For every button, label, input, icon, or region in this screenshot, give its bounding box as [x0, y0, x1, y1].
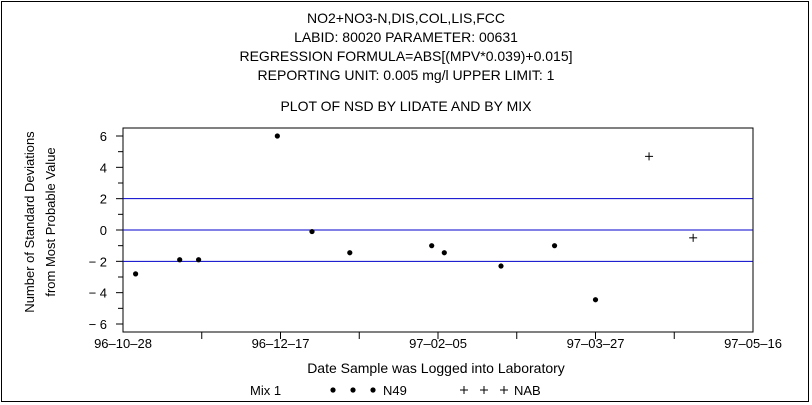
y-tick-label: − 6	[89, 317, 107, 332]
y-tick-label: 2	[100, 192, 107, 207]
legend-marker-nab	[460, 386, 468, 394]
legend-marker-n49	[350, 387, 356, 393]
y-tick-label: 0	[100, 223, 107, 238]
data-point-nab	[689, 233, 698, 242]
data-point-n49	[551, 243, 558, 249]
y-tick-label: 4	[100, 160, 107, 175]
x-tick-label: 97–03–27	[567, 336, 625, 351]
data-point-n49	[274, 133, 280, 139]
y-axis-label: from Most Probable Value	[43, 147, 58, 296]
legend-label: N49	[383, 383, 407, 398]
legend-title: Mix 1	[250, 383, 281, 398]
x-tick-label: 96–12–17	[252, 336, 310, 351]
title-line: LABID: 80020 PARAMETER: 00631	[294, 29, 518, 45]
x-axis-label: Date Sample was Logged into Laboratory	[307, 360, 565, 376]
x-tick-label: 97–05–16	[724, 336, 782, 351]
data-point-n49	[347, 250, 353, 256]
data-point-n49	[133, 271, 139, 277]
legend-marker-n49	[370, 387, 376, 393]
y-axis-label: Number of Standard Deviations	[22, 131, 37, 313]
x-tick-label: 96–10–28	[94, 336, 152, 351]
legend-marker-nab	[480, 386, 488, 394]
data-point-n49	[309, 228, 315, 235]
y-tick-label: 6	[100, 129, 107, 144]
y-tick-label: − 4	[89, 286, 107, 301]
data-point-n49	[498, 263, 504, 269]
title-line: REPORTING UNIT: 0.005 mg/l UPPER LIMIT: …	[258, 67, 555, 83]
legend-marker-n49	[330, 387, 336, 393]
data-point-n49	[177, 257, 183, 263]
x-tick-label: 97–02–05	[409, 336, 467, 351]
subtitle: PLOT OF NSD BY LIDATE AND BY MIX	[280, 98, 532, 114]
data-point-n49	[429, 243, 435, 249]
y-tick-label: − 2	[89, 254, 107, 269]
legend-marker-nab	[500, 386, 508, 394]
title-line: REGRESSION FORMULA=ABS[(MPV*0.039)+0.015…	[239, 48, 572, 64]
data-point-n49	[592, 297, 599, 303]
data-point-n49	[196, 257, 202, 263]
data-point-n49	[441, 250, 447, 256]
data-point-nab	[645, 152, 654, 161]
title-line: NO2+NO3-N,DIS,COL,LIS,FCC	[307, 10, 505, 26]
legend-label: NAB	[514, 383, 541, 398]
